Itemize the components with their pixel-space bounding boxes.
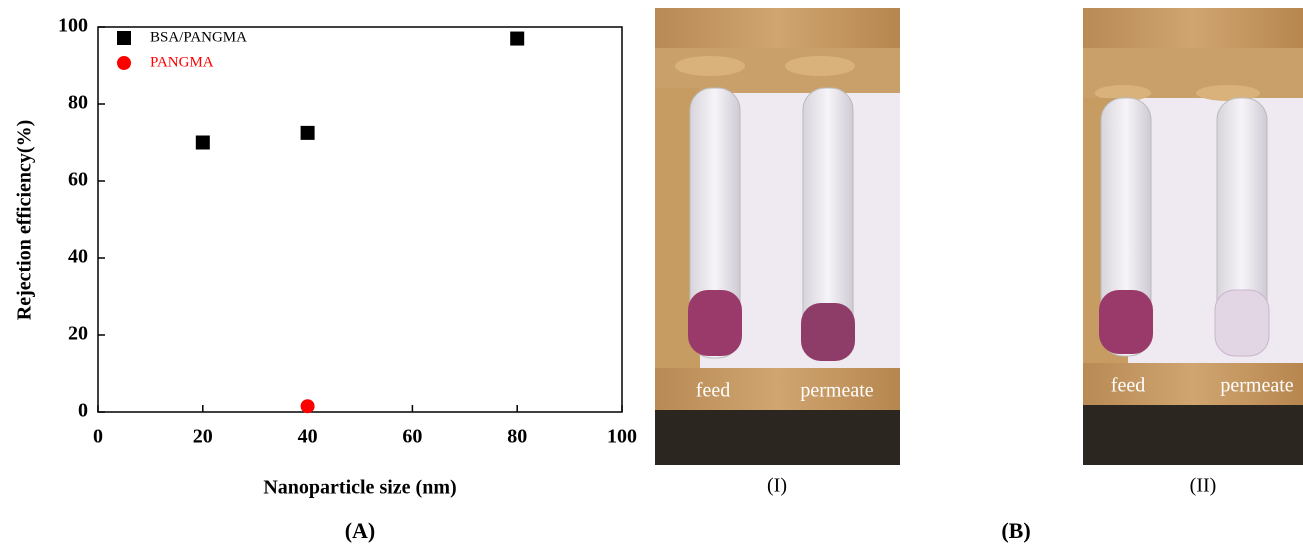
photo-caption: (II) [1190,475,1217,497]
y-tick-label: 40 [68,246,88,268]
photo: feed permeate [655,8,900,465]
data-point [300,125,315,140]
x-tick-label: 0 [93,426,103,448]
photo-label: permeate [1220,375,1293,397]
photo: feed permeate [1083,8,1303,465]
photo-label: permeate [800,380,873,402]
panel-label: (A) [345,518,376,543]
y-tick-label: 0 [78,400,88,422]
photo-caption: (I) [767,475,787,497]
legend-marker [117,56,131,70]
plot-frame [97,26,623,413]
data-point [300,399,315,414]
legend-marker [117,31,131,45]
y-tick-label: 60 [68,169,88,191]
data-point [510,31,525,46]
photo-label: feed [1111,375,1145,397]
legend-label: PANGMA [150,54,214,70]
panel-label: (B) [1001,518,1030,543]
photo-label: feed [696,380,730,402]
y-tick-label: 80 [68,92,88,114]
legend-label: BSA/PANGMA [150,29,247,45]
y-tick-label: 100 [58,15,88,37]
y-tick-label: 20 [68,323,88,345]
y-axis-label: Rejection efficiency(%) [14,120,36,320]
x-tick-label: 60 [402,426,422,448]
x-tick-label: 40 [298,426,318,448]
x-tick-label: 20 [193,426,213,448]
x-tick-label: 80 [507,426,527,448]
x-tick-label: 100 [607,426,637,448]
scatter-chart: Nanoparticle size (nm) Rejection efficie… [14,15,637,499]
data-point [195,135,210,150]
x-axis-label: Nanoparticle size (nm) [263,477,456,499]
